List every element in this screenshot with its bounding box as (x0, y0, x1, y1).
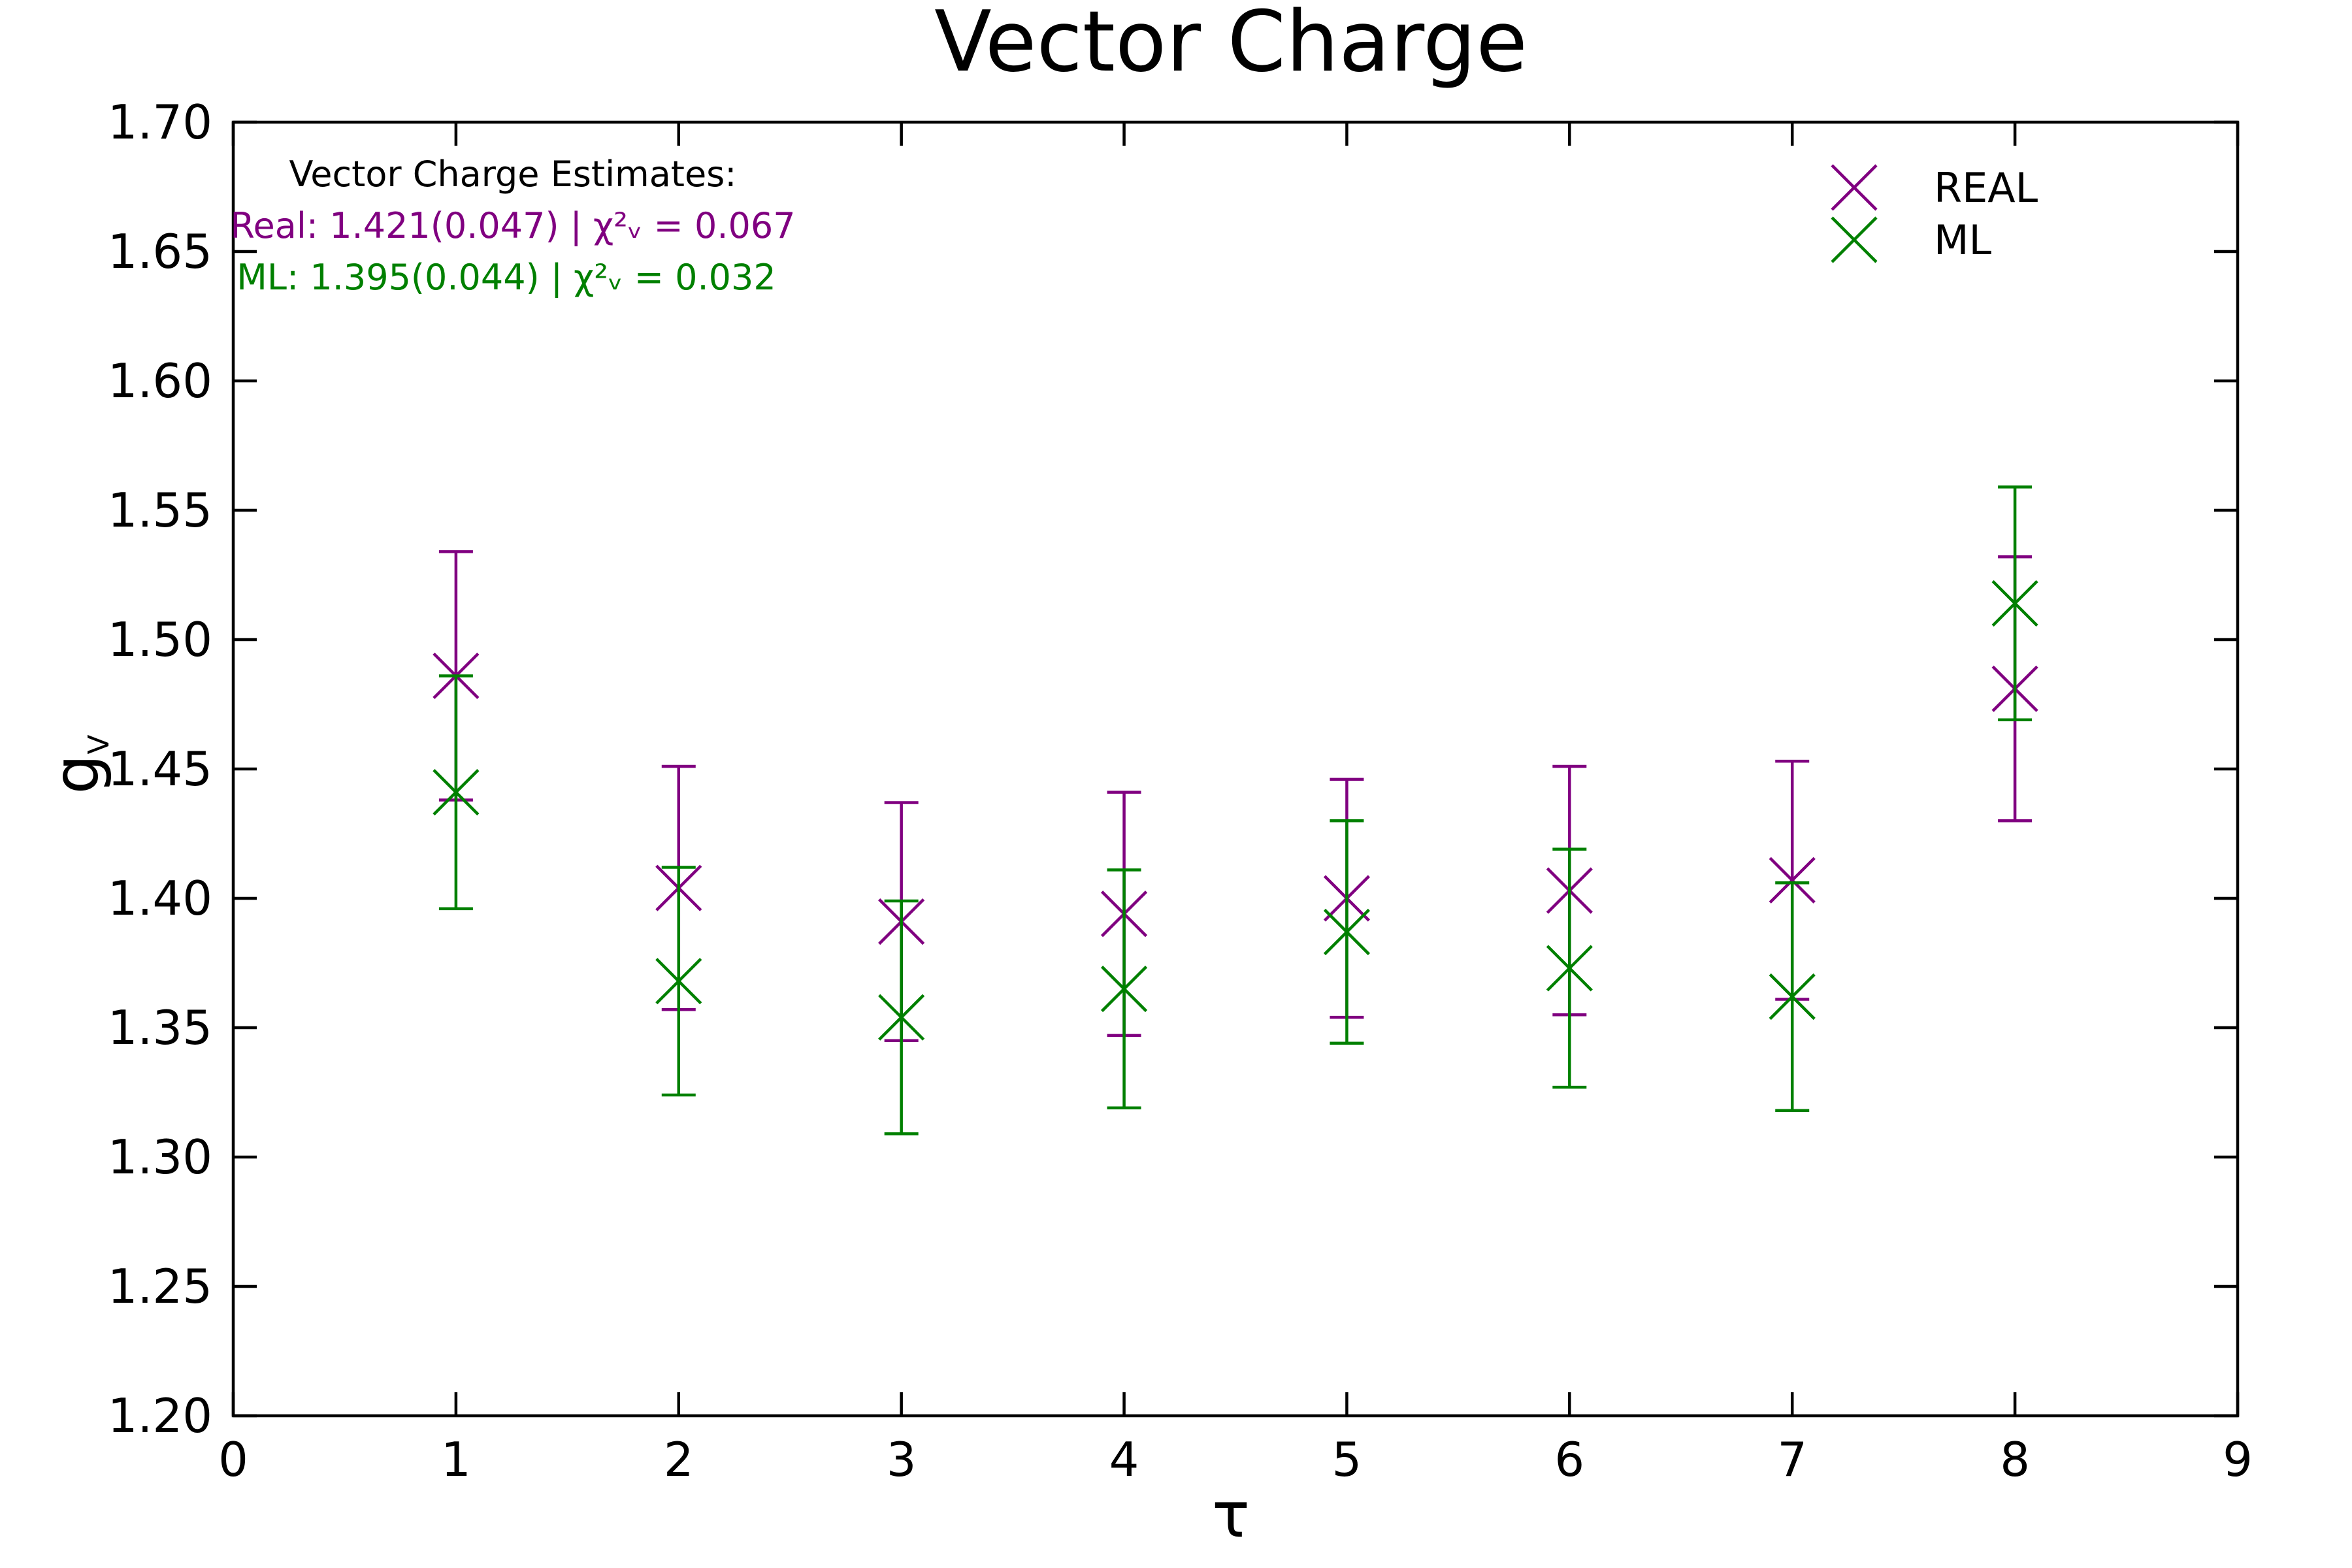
series-ml (433, 485, 2038, 1135)
data-point-ml (1991, 485, 2038, 722)
x-axis-label: τ (1212, 1478, 1250, 1552)
x-marker (433, 769, 480, 816)
legend-marker (1831, 216, 1878, 263)
x-tick-label: 5 (1332, 1432, 1362, 1487)
annotation-line-real: Real: 1.421(0.047) | χ²ᵥ = 0.067 (230, 205, 795, 246)
x-tick-label: 4 (1109, 1432, 1139, 1487)
legend-label: ML (1934, 216, 1991, 264)
annotation-heading: Vector Charge Estimates: (289, 154, 736, 195)
x-axis-label-group: τ (1212, 1478, 1250, 1552)
series-real (433, 550, 2038, 1043)
x-tick-label: 1 (441, 1432, 471, 1487)
y-tick-label: 1.20 (108, 1388, 212, 1443)
axes: 0 1 2 3 4 5 6 7 8 9 1.20 1.25 1.30 1.35 1.40 1.45 1.50 1.… (108, 95, 2253, 1487)
x-marker (1769, 973, 1816, 1021)
x-marker (878, 994, 925, 1041)
y-tick-label: 1.25 (108, 1259, 212, 1314)
legend-item-real: REAL (1831, 164, 2038, 212)
x-marker (1100, 966, 1148, 1013)
x-tick-label: 3 (887, 1432, 917, 1487)
y-tick-label: 1.70 (108, 95, 212, 150)
legend-label: REAL (1934, 164, 2038, 212)
x-tick-label: 0 (218, 1432, 248, 1487)
data-point-ml (655, 866, 702, 1097)
y-tick-label: 1.40 (108, 871, 212, 926)
y-tick-label: 1.55 (108, 483, 212, 538)
y-axis-label: gV (40, 734, 116, 794)
y-axis-label-group: gV (40, 734, 116, 794)
legend-item-ml: ML (1831, 216, 1991, 264)
x-marker (1991, 580, 2038, 627)
x-tick-label: 6 (1554, 1432, 1584, 1487)
annotation-line-ml: ML: 1.395(0.044) | χ²ᵥ = 0.032 (237, 257, 776, 298)
plot-frame (231, 120, 2240, 1418)
y-tick-label: 1.60 (108, 353, 212, 408)
y-axis-label-subscript: V (82, 734, 116, 754)
y-tick-label: 1.35 (108, 1000, 212, 1055)
x-marker (655, 958, 702, 1005)
legend-marker (1831, 164, 1878, 211)
x-tick-label: 8 (2000, 1432, 2030, 1487)
y-tick-label: 1.65 (108, 224, 212, 279)
x-marker (1769, 857, 1816, 904)
annotation-box: Vector Charge Estimates: Real: 1.421(0.0… (230, 154, 795, 298)
data-point-ml (433, 674, 480, 911)
y-tick-label: 1.45 (108, 742, 212, 796)
data-point-ml (1323, 819, 1371, 1045)
data-point-ml (1546, 847, 1593, 1089)
y-tick-label: 1.30 (108, 1130, 212, 1184)
x-marker (1323, 908, 1371, 956)
x-tick-label: 9 (2223, 1432, 2253, 1487)
x-tick-label: 2 (664, 1432, 694, 1487)
chart-title: Vector Charge (934, 0, 1527, 91)
x-marker (1546, 945, 1593, 992)
data-point-ml (878, 899, 925, 1135)
data-point-ml (1769, 881, 1816, 1112)
y-axis-label-main: g (40, 755, 113, 794)
y-tick-label: 1.50 (108, 612, 212, 667)
data-point-ml (1100, 868, 1148, 1110)
x-tick-label: 7 (1777, 1432, 1807, 1487)
series-layer (433, 485, 2038, 1135)
